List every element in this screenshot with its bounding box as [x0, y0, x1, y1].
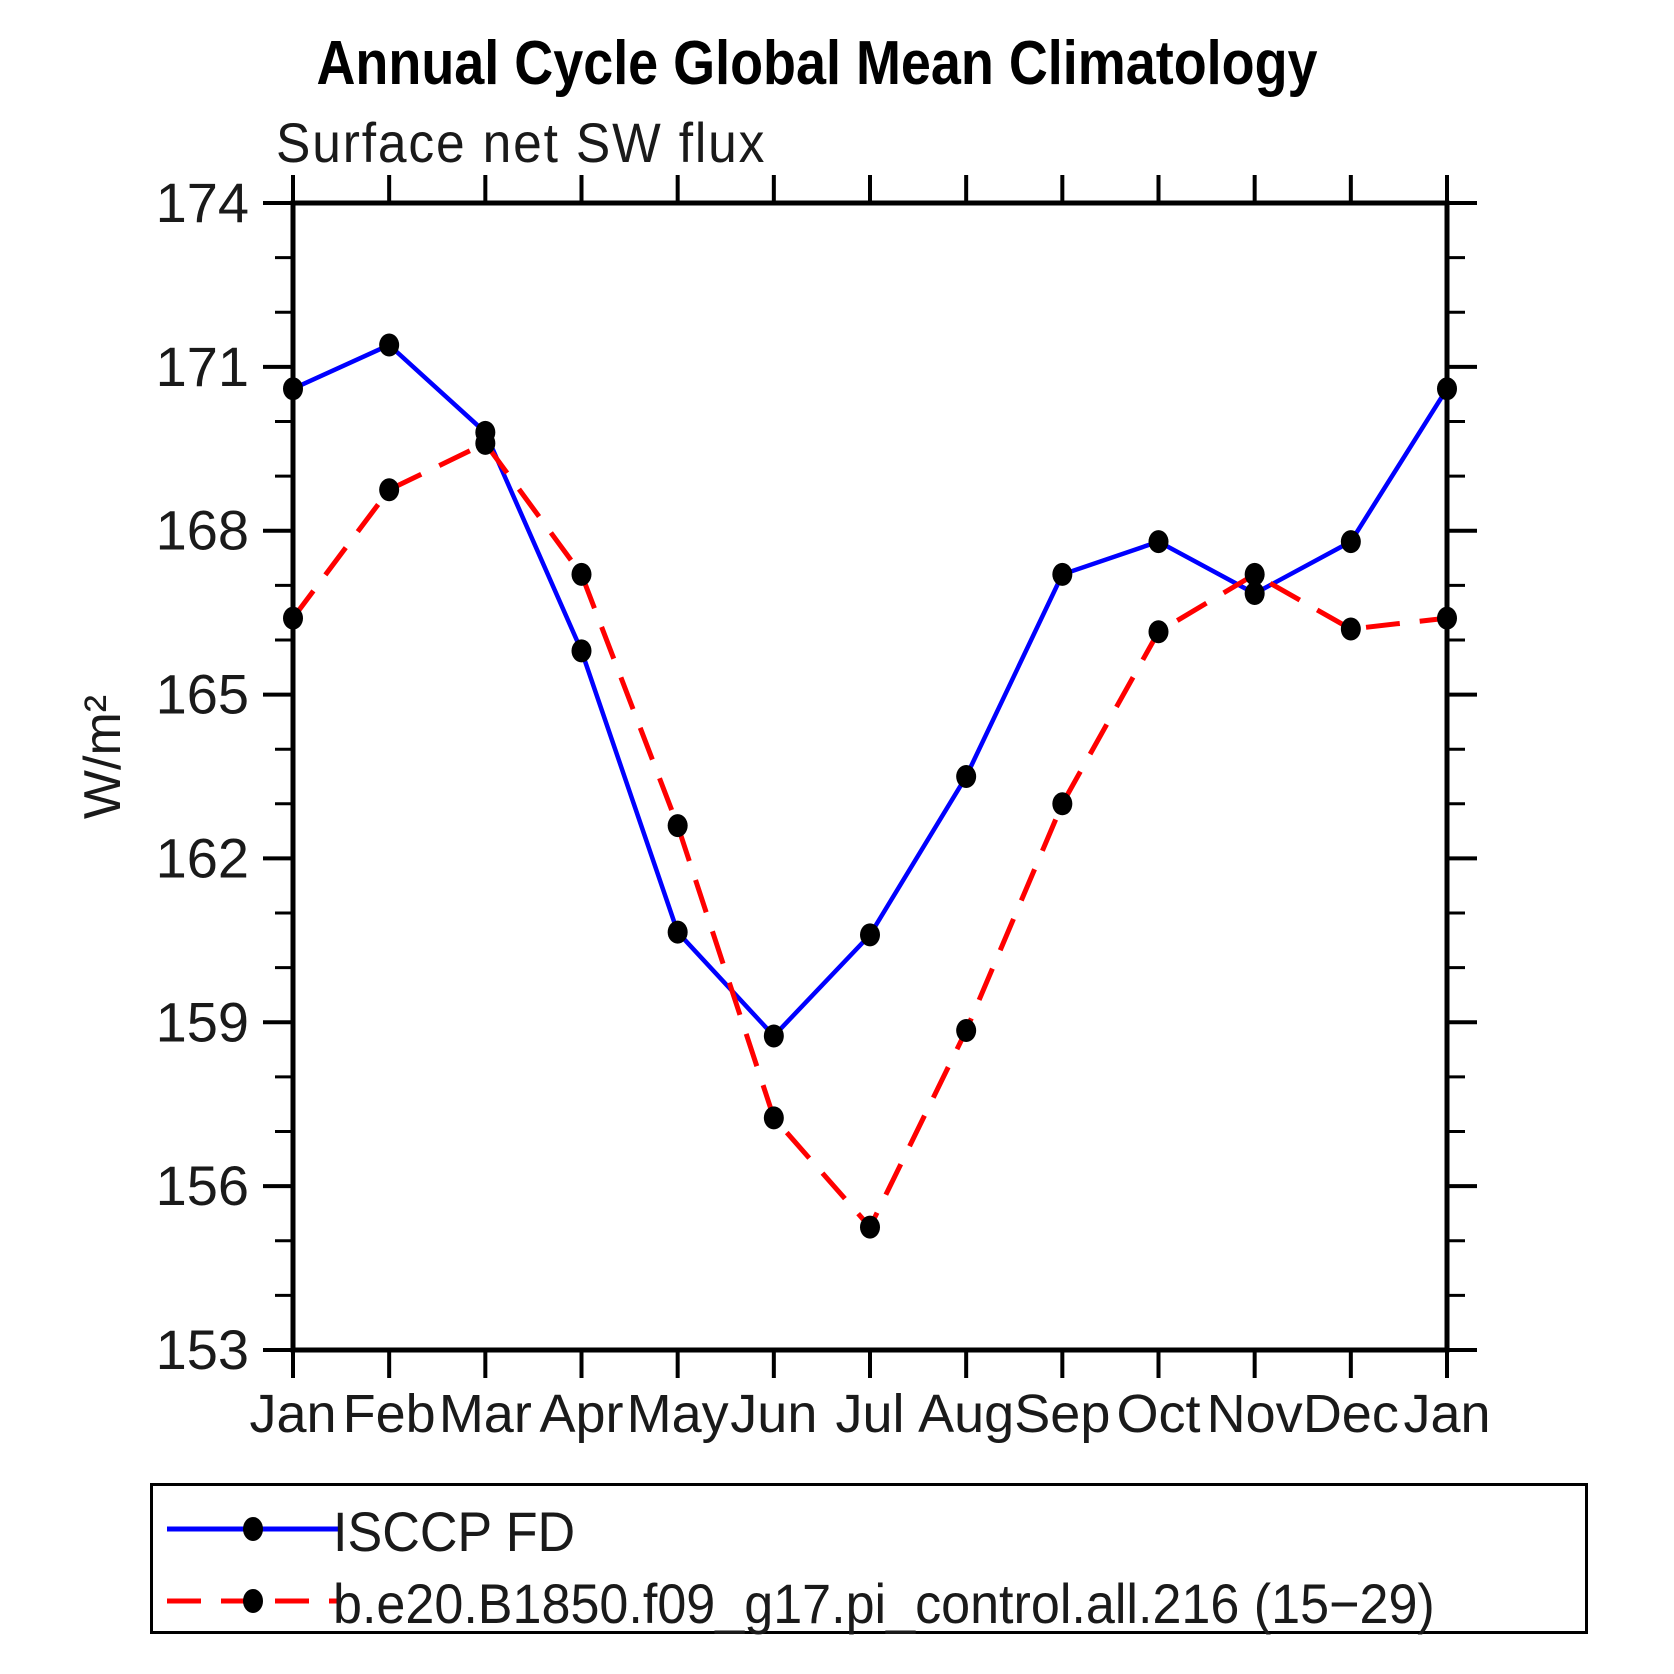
y-tick-label: 171: [156, 335, 249, 398]
chart-title: Annual Cycle Global Mean Climatology: [316, 29, 1318, 98]
x-tick-label: Aug: [918, 1384, 1014, 1444]
x-tick-label: Apr: [539, 1384, 623, 1444]
x-tick-label: Oct: [1116, 1384, 1200, 1444]
data-point: [763, 1024, 784, 1048]
y-tick-label: 168: [156, 499, 249, 562]
y-tick-label: 159: [156, 990, 249, 1053]
data-point: [1052, 792, 1073, 816]
x-tick-label: Mar: [439, 1384, 532, 1444]
data-point: [667, 920, 688, 944]
x-tick-label: Feb: [343, 1384, 436, 1444]
series-line-model: [290, 440, 1448, 1232]
data-point: [1437, 377, 1457, 401]
y-tick-label: 165: [156, 663, 249, 726]
data-point: [283, 377, 303, 401]
y-tick-label: 156: [156, 1154, 249, 1217]
data-point: [283, 606, 303, 630]
legend-line-dashed-icon: [167, 1589, 339, 1613]
data-point: [860, 923, 880, 947]
legend: ISCCP FD b.e20.B1850.f09_g17.pi_control.…: [150, 1483, 1588, 1635]
data-point: [1148, 620, 1169, 644]
data-point: [1340, 530, 1361, 554]
plot-frame: [290, 200, 1450, 1353]
data-point: [379, 333, 400, 357]
y-tick-label: 174: [156, 171, 249, 234]
data-point: [667, 814, 688, 838]
data-point: [475, 431, 496, 455]
data-point: [1244, 582, 1265, 606]
x-tick-label: Sep: [1014, 1384, 1110, 1444]
x-tick-label: Jan: [1403, 1384, 1490, 1444]
data-point: [1340, 617, 1361, 641]
data-point: [956, 765, 977, 788]
chart-subtitle: Surface net SW flux: [276, 111, 767, 174]
x-tick-label: Jun: [730, 1384, 817, 1444]
data-point: [956, 1018, 977, 1042]
data-point: [1052, 562, 1073, 586]
data-point: [571, 562, 592, 586]
x-tick-label: Dec: [1303, 1384, 1399, 1444]
y-tick-label: 162: [156, 826, 249, 889]
data-point: [1148, 530, 1169, 554]
x-axis-ticks: Jan Feb Mar Apr May Jun Jul Aug Sep Oct Nov Dec Jan: [249, 175, 1491, 1444]
x-tick-label: Nov: [1207, 1384, 1303, 1444]
data-point: [1437, 606, 1457, 630]
data-point: [763, 1106, 784, 1130]
data-point: [571, 639, 592, 663]
x-tick-label: Jan: [249, 1384, 336, 1444]
data-point: [379, 478, 400, 502]
series-markers-model: [283, 431, 1457, 1239]
data-point: [860, 1215, 880, 1239]
legend-label-model: b.e20.B1850.f09_g17.pi_control.all.216 (…: [333, 1572, 1435, 1635]
x-tick-label: May: [627, 1384, 729, 1444]
y-axis-ticks: 153 156 159 162 165 168 171 174: [156, 171, 1477, 1381]
legend-label-isccp: ISCCP FD: [333, 1500, 576, 1563]
x-tick-label: Jul: [835, 1384, 904, 1444]
legend-line-solid-icon: [167, 1517, 339, 1541]
series-markers-isccp: [283, 333, 1457, 1048]
y-tick-label: 153: [156, 1318, 249, 1381]
data-point: [1244, 562, 1265, 586]
